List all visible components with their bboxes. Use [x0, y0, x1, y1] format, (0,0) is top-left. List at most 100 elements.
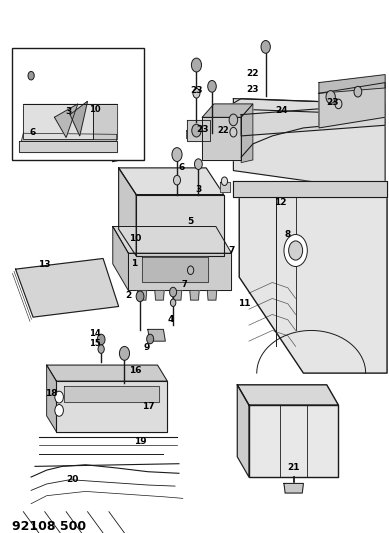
Text: 6: 6 [179, 164, 185, 172]
Circle shape [289, 241, 303, 260]
Polygon shape [19, 141, 117, 152]
Polygon shape [155, 290, 164, 300]
Text: 12: 12 [274, 198, 286, 207]
Text: 24: 24 [276, 107, 288, 115]
Polygon shape [142, 257, 208, 282]
Text: 8: 8 [285, 230, 291, 239]
Circle shape [354, 86, 362, 97]
Circle shape [193, 88, 200, 98]
Text: 1: 1 [131, 260, 137, 268]
Text: 17: 17 [142, 402, 155, 410]
Polygon shape [202, 104, 253, 117]
Circle shape [55, 391, 63, 403]
Polygon shape [319, 75, 385, 93]
Polygon shape [220, 182, 230, 192]
Polygon shape [16, 259, 119, 317]
Polygon shape [237, 385, 249, 477]
Circle shape [187, 266, 194, 274]
Polygon shape [233, 99, 385, 192]
Circle shape [119, 346, 130, 360]
Polygon shape [190, 290, 199, 300]
Text: 2: 2 [125, 292, 131, 300]
Circle shape [261, 41, 270, 53]
Polygon shape [137, 290, 147, 300]
Text: 13: 13 [39, 261, 51, 269]
Text: 10: 10 [89, 105, 101, 114]
Text: 3: 3 [65, 108, 71, 116]
Text: 22: 22 [247, 69, 259, 77]
Text: 9: 9 [144, 343, 150, 352]
Text: 10: 10 [129, 235, 142, 243]
Polygon shape [202, 117, 241, 160]
Circle shape [170, 299, 176, 306]
Circle shape [221, 177, 228, 185]
Circle shape [97, 334, 105, 345]
Text: 23: 23 [326, 99, 339, 107]
Polygon shape [207, 290, 217, 300]
Text: 21: 21 [287, 464, 300, 472]
Polygon shape [148, 329, 165, 341]
Circle shape [230, 127, 237, 137]
Polygon shape [70, 101, 88, 136]
Polygon shape [21, 133, 117, 141]
Circle shape [335, 99, 342, 109]
Polygon shape [136, 195, 224, 256]
Circle shape [28, 71, 34, 80]
Polygon shape [284, 483, 303, 493]
Polygon shape [93, 104, 117, 139]
Circle shape [136, 291, 144, 302]
Polygon shape [128, 253, 231, 290]
Circle shape [208, 80, 216, 92]
Circle shape [229, 114, 238, 126]
Circle shape [326, 91, 335, 103]
Circle shape [284, 235, 307, 266]
Polygon shape [187, 120, 210, 141]
Text: 5: 5 [187, 217, 194, 225]
Text: 6: 6 [30, 128, 36, 136]
Polygon shape [119, 168, 224, 195]
Polygon shape [119, 168, 136, 256]
Text: 3: 3 [195, 185, 202, 193]
Polygon shape [241, 104, 253, 163]
Circle shape [173, 175, 180, 185]
Text: 20: 20 [66, 475, 78, 484]
Text: 7: 7 [228, 246, 235, 255]
Polygon shape [239, 192, 387, 373]
Text: 14: 14 [89, 329, 101, 337]
Polygon shape [187, 99, 385, 139]
Circle shape [55, 405, 63, 416]
Text: 22: 22 [218, 126, 230, 135]
Circle shape [192, 124, 201, 137]
Text: 4: 4 [168, 316, 174, 324]
Polygon shape [113, 227, 128, 290]
Polygon shape [47, 365, 167, 381]
Circle shape [172, 148, 182, 161]
Circle shape [147, 334, 154, 344]
Text: 92108 500: 92108 500 [12, 520, 86, 532]
Polygon shape [249, 405, 338, 477]
Circle shape [191, 58, 202, 72]
Polygon shape [237, 385, 338, 405]
Text: 11: 11 [238, 300, 251, 308]
Polygon shape [23, 104, 93, 139]
Text: 15: 15 [89, 340, 101, 348]
Circle shape [170, 287, 177, 297]
Polygon shape [233, 181, 387, 197]
Text: 23: 23 [196, 125, 209, 134]
Text: 23: 23 [190, 86, 203, 95]
Polygon shape [319, 83, 385, 128]
Circle shape [98, 345, 104, 353]
Polygon shape [47, 365, 56, 432]
Polygon shape [64, 386, 159, 402]
Text: 7: 7 [182, 280, 187, 288]
Polygon shape [241, 104, 385, 136]
Bar [12, 48, 144, 160]
Text: 16: 16 [129, 366, 141, 375]
Polygon shape [113, 227, 231, 253]
Polygon shape [172, 290, 182, 300]
Text: 23: 23 [246, 85, 258, 94]
Text: 19: 19 [135, 437, 147, 446]
Polygon shape [56, 381, 167, 432]
Text: 18: 18 [45, 389, 58, 398]
Circle shape [194, 159, 202, 169]
